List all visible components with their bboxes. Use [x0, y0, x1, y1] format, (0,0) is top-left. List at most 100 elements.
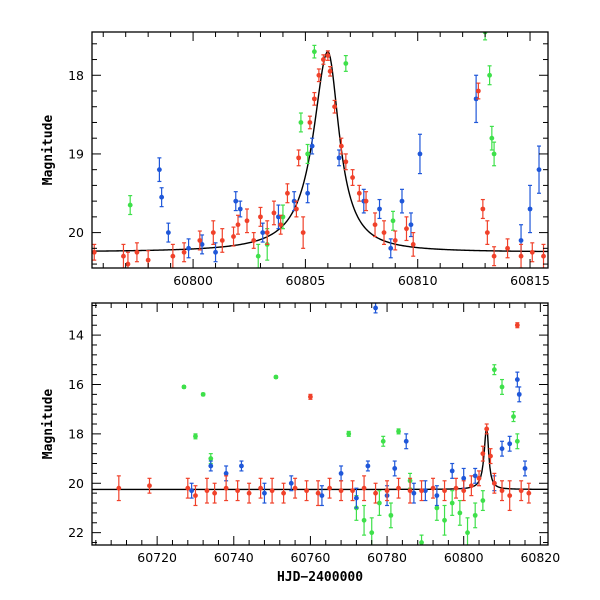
red-data-point — [325, 50, 331, 61]
red-data-point — [292, 477, 298, 499]
red-data-point — [181, 242, 187, 263]
blue-data-point — [399, 188, 405, 214]
red-data-point — [475, 82, 481, 100]
blue-data-point — [473, 74, 479, 124]
x-tick-label: 60810 — [398, 273, 438, 288]
blue-data-point — [305, 183, 311, 204]
red-data-point — [204, 477, 210, 504]
green-data-point — [255, 243, 261, 268]
green-data-point — [499, 378, 505, 395]
red-data-point — [332, 99, 338, 114]
red-data-point — [350, 480, 355, 502]
red-data-point — [461, 480, 467, 502]
red-data-point — [320, 54, 326, 65]
blue-data-point — [260, 222, 266, 243]
plot-frame — [91, 302, 549, 546]
blue-data-point — [213, 242, 218, 263]
red-data-point — [363, 191, 369, 212]
red-data-point — [116, 475, 122, 502]
green-data-point — [305, 143, 311, 164]
green-data-point — [388, 502, 394, 529]
x-tick-label: 60820 — [520, 550, 560, 565]
red-data-point — [235, 480, 241, 502]
blue-data-point — [336, 149, 342, 167]
red-data-point — [419, 480, 424, 502]
blue-data-point — [377, 198, 382, 220]
red-data-point — [125, 251, 131, 268]
green-data-point — [472, 502, 478, 529]
green-data-point — [127, 195, 133, 216]
red-data-point — [410, 232, 416, 257]
green-data-point — [487, 65, 492, 86]
red-data-point — [518, 243, 524, 268]
red-data-point — [350, 169, 355, 186]
red-data-point — [356, 184, 362, 202]
green-data-point — [396, 428, 401, 435]
red-data-point — [210, 220, 216, 245]
blue-data-point — [507, 435, 513, 452]
blue-data-point — [319, 485, 325, 507]
blue-data-point — [411, 482, 417, 504]
x-tick-label: 60815 — [510, 273, 550, 288]
blue-data-point — [288, 475, 294, 492]
red-data-point — [338, 480, 344, 502]
blue-data-point — [309, 137, 315, 155]
green-data-point — [181, 384, 187, 390]
blue-data-point — [514, 371, 520, 388]
y-tick-label: 19 — [68, 146, 84, 161]
blue-data-point — [365, 460, 371, 472]
green-data-point — [376, 490, 382, 516]
blue-data-point — [472, 467, 478, 484]
red-data-point — [269, 477, 275, 504]
green-data-point — [480, 490, 486, 512]
red-data-point — [361, 475, 367, 502]
red-data-point — [304, 480, 309, 502]
red-data-point — [430, 477, 436, 499]
x-tick-label: 60800 — [444, 550, 484, 565]
red-data-point — [491, 246, 497, 267]
y-tick-label: 20 — [68, 476, 84, 491]
red-data-point — [246, 482, 252, 504]
green-data-point — [193, 433, 198, 440]
red-data-point — [185, 477, 191, 499]
red-data-point — [231, 226, 236, 247]
red-data-point — [294, 200, 299, 218]
y-axis-label: Magnitude — [41, 389, 56, 460]
blue-data-point — [165, 222, 171, 243]
blue-data-point — [449, 462, 455, 479]
x-tick-label: 60800 — [173, 273, 213, 288]
red-data-point — [373, 482, 378, 504]
green-data-point — [298, 112, 304, 133]
green-data-point — [491, 141, 497, 167]
blue-data-point — [354, 487, 359, 509]
red-data-point — [258, 477, 264, 499]
red-data-point — [384, 480, 390, 502]
green-data-point — [491, 364, 497, 376]
red-data-point — [484, 220, 490, 245]
blue-data-point — [262, 482, 267, 504]
green-data-point — [465, 517, 470, 545]
green-data-point — [200, 391, 206, 397]
red-data-point — [244, 208, 250, 234]
blue-data-point — [499, 440, 505, 457]
red-data-point — [407, 477, 413, 504]
red-data-point — [343, 153, 349, 171]
green-data-point — [489, 125, 495, 151]
red-data-point — [300, 216, 306, 249]
green-data-point — [273, 374, 279, 380]
red-data-point — [134, 242, 140, 263]
x-tick-label: 60805 — [286, 273, 326, 288]
red-data-point — [491, 472, 497, 494]
red-data-point — [505, 238, 510, 259]
data-points — [116, 303, 532, 545]
red-data-point — [278, 214, 284, 235]
red-data-point — [307, 115, 313, 130]
red-data-point — [308, 393, 313, 400]
y-tick-label: 20 — [68, 225, 84, 240]
y-tick-label: 18 — [68, 426, 84, 441]
red-data-point — [311, 91, 317, 106]
red-data-point — [480, 198, 486, 220]
blue-data-point — [239, 460, 244, 472]
green-data-point — [457, 499, 463, 526]
red-data-point — [315, 480, 321, 507]
